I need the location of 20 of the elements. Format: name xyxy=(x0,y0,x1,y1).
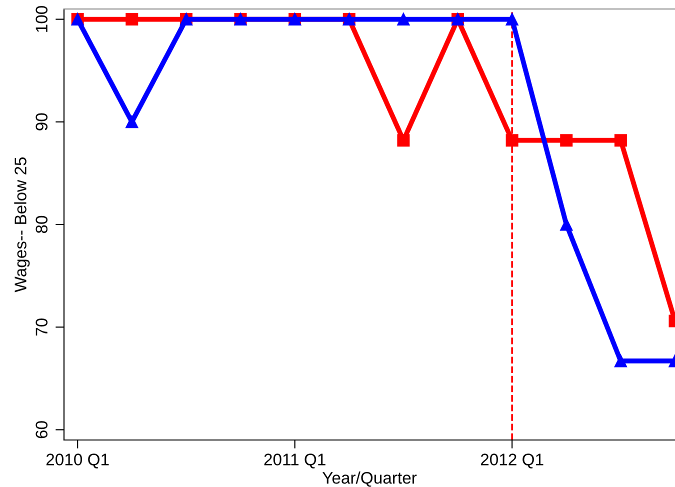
point xyxy=(397,134,410,147)
point xyxy=(397,13,410,26)
x-axis-title: Year/Quarter xyxy=(322,472,417,487)
y-tick-label: 100 xyxy=(36,6,48,32)
point xyxy=(506,134,518,147)
x-tick-label: 2012 Q1 xyxy=(480,454,544,468)
y-tick-label: 90 xyxy=(36,113,48,130)
y-axis-title: Wages-- Below 25 xyxy=(14,157,30,292)
y-tick-label: 60 xyxy=(36,421,48,438)
point xyxy=(126,116,138,128)
point xyxy=(560,218,573,231)
point xyxy=(126,13,138,26)
point xyxy=(506,13,518,26)
y-tick-label: 70 xyxy=(36,318,48,336)
x-tick-label: 2011 Q1 xyxy=(264,454,326,468)
point xyxy=(614,354,627,368)
x-tick-label: 2010 Q1 xyxy=(46,454,109,468)
y-tick-label: 80 xyxy=(36,216,48,234)
point xyxy=(614,134,627,147)
point xyxy=(560,134,573,147)
